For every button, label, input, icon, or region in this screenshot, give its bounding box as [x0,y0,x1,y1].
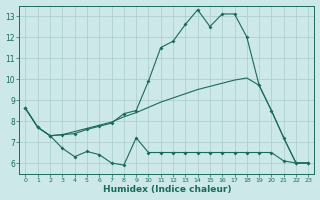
X-axis label: Humidex (Indice chaleur): Humidex (Indice chaleur) [103,185,231,194]
